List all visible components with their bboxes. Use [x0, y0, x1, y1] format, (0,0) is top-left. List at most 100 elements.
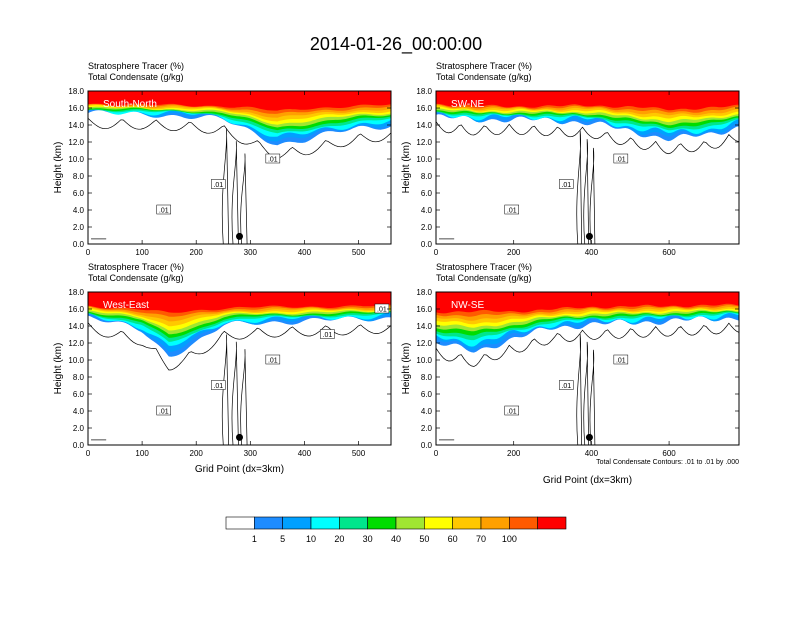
ytick-label: 4.0: [73, 407, 85, 416]
colorbar-bin: [537, 516, 567, 530]
contour-tower: [240, 153, 248, 244]
contour-label-box: [559, 179, 574, 189]
colorbar-bin: [480, 516, 510, 530]
contour-label-text: .01: [561, 182, 571, 189]
ytick-label: 2.0: [73, 223, 85, 232]
ytick-label: 4.0: [421, 407, 433, 416]
plot-frame: [435, 90, 740, 245]
figure-title: 2014-01-26_00:00:00: [310, 34, 482, 55]
contour-tower: [240, 349, 248, 445]
contour-tower: [576, 130, 583, 244]
xtick-label: 100: [135, 449, 149, 458]
location-marker: [585, 232, 593, 240]
contour-label-box: [613, 354, 629, 365]
y-axis-label: Height (km): [401, 343, 412, 395]
y-axis-label: Height (km): [53, 142, 64, 194]
contour-tower: [221, 334, 230, 445]
ytick-label: 6.0: [73, 390, 85, 399]
panel-nw-se: Stratosphere Tracer (%)Total Condensate …: [401, 262, 740, 486]
ytick-label: 10.0: [68, 155, 84, 164]
ytick-label: 0.0: [421, 441, 433, 450]
ytick-label: 4.0: [421, 206, 433, 215]
x-axis-label: Grid Point (dx=3km): [543, 475, 632, 486]
contour-label-text: .01: [268, 157, 278, 164]
ytick-label: 18.0: [416, 87, 432, 96]
xtick-label: 0: [434, 248, 439, 257]
contour-label-box: [504, 405, 519, 416]
contour-label-box: [211, 179, 226, 189]
contour-tower: [231, 141, 239, 244]
condensate-contours: [88, 117, 391, 244]
ytick-label: 2.0: [73, 424, 85, 433]
contour-line-upper: [436, 322, 739, 367]
tracer-level-11: [88, 91, 391, 111]
colorbar-label: 1: [252, 534, 257, 544]
ytick-label: 18.0: [68, 288, 84, 297]
ytick-label: 10.0: [68, 356, 84, 365]
contour-tower: [589, 147, 596, 244]
xtick-label: 300: [244, 248, 258, 257]
ytick-label: 14.0: [68, 322, 84, 331]
colorbar-label: 30: [363, 534, 373, 544]
colorbar-bin: [452, 516, 482, 530]
colorbar-label: 100: [502, 534, 517, 544]
ytick-label: 18.0: [416, 288, 432, 297]
contour-line-upper: [88, 117, 391, 160]
colorbar: 1 5 10 20 30 40 50 60 70 100: [225, 516, 567, 544]
contour-tower: [221, 128, 230, 244]
ytick-label: 12.0: [416, 138, 432, 147]
contour-label-box: [559, 380, 574, 390]
panel-west-east: Stratosphere Tracer (%)Total Condensate …: [53, 262, 392, 475]
xtick-label: 200: [190, 449, 204, 458]
contour-label: .01: [265, 354, 281, 365]
ytick-label: 8.0: [421, 172, 433, 181]
contour-label-text: .01: [213, 182, 223, 189]
tracer-shading: [436, 91, 739, 142]
contour-label: .01: [156, 204, 171, 215]
contour-note: Total Condensate Contours: .01 to .01 by…: [596, 459, 739, 466]
colorbar-label: 40: [391, 534, 401, 544]
xtick-label: 400: [585, 449, 599, 458]
contour-label: .01: [211, 179, 226, 189]
colorbar-label: 10: [306, 534, 316, 544]
contour-label-box: [265, 354, 281, 365]
ytick-label: 14.0: [416, 121, 432, 130]
contour-label-text: .01: [323, 332, 333, 339]
colorbar-label: 20: [334, 534, 344, 544]
condensate-contours: [436, 121, 739, 244]
colorbar-bin: [225, 516, 255, 530]
ytick-label: 6.0: [421, 390, 433, 399]
contour-label-box: [211, 380, 226, 390]
contour-label: .01: [320, 329, 335, 339]
contour-label-text: .01: [159, 409, 169, 416]
contour-label-box: [265, 153, 281, 164]
condensate-contours: [436, 322, 739, 445]
xtick-label: 100: [135, 248, 149, 257]
colorbar-bin: [395, 516, 425, 530]
ytick-label: 8.0: [421, 373, 433, 382]
colorbar-label: 60: [448, 534, 458, 544]
contour-label-text: .01: [507, 409, 517, 416]
ytick-label: 16.0: [416, 104, 432, 113]
colorbar-label: 70: [476, 534, 486, 544]
ytick-label: 0.0: [421, 240, 433, 249]
xtick-label: 0: [86, 248, 91, 257]
contour-tower: [583, 139, 590, 244]
contour-label-text: .01: [159, 208, 169, 215]
contour-label-box: [156, 204, 171, 215]
contour-label-text: .01: [616, 157, 626, 164]
colorbar-bin: [509, 516, 538, 530]
contour-label-box: [320, 329, 335, 339]
xtick-label: 200: [190, 248, 204, 257]
colorbar-label: 5: [280, 534, 285, 544]
xtick-label: 400: [585, 248, 599, 257]
tracer-level-11: [436, 292, 739, 314]
x-axis-label: Grid Point (dx=3km): [195, 464, 284, 475]
ytick-label: 2.0: [421, 223, 433, 232]
ytick-label: 4.0: [73, 206, 85, 215]
ytick-label: 14.0: [68, 121, 84, 130]
panel-sw-ne: Stratosphere Tracer (%)Total Condensate …: [401, 61, 740, 257]
colorbar-bin: [339, 516, 368, 530]
ytick-label: 12.0: [68, 339, 84, 348]
